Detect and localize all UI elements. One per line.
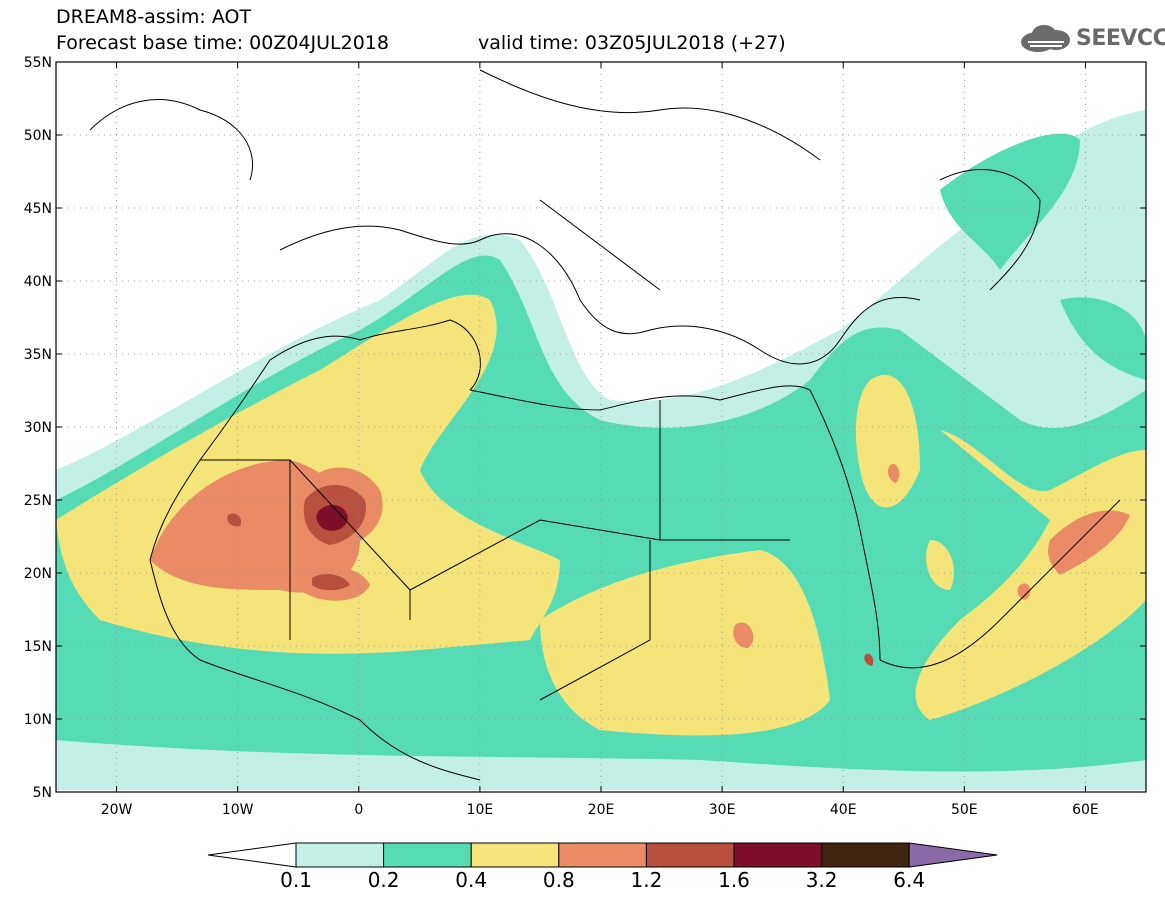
lat-tick-label: 50N xyxy=(24,128,52,144)
lat-tick-label: 20N xyxy=(24,566,52,582)
colorbar xyxy=(207,842,998,868)
lat-tick-label: 40N xyxy=(24,274,52,290)
colorbar-level-label: 6.4 xyxy=(893,868,926,892)
axis-ticks xyxy=(56,61,1146,793)
lat-tick-label: 25N xyxy=(24,493,52,509)
colorbar-segment xyxy=(558,842,647,868)
logo-text: SEEVCCC xyxy=(1076,26,1165,51)
colorbar-segment xyxy=(821,842,910,868)
colorbar-level-label: 3.2 xyxy=(805,868,838,892)
colorbar-over-arrow xyxy=(908,842,998,868)
colorbar-level-label: 1.6 xyxy=(718,868,750,892)
lon-tick-label: 10W xyxy=(222,802,254,818)
lon-tick-label: 30E xyxy=(709,802,736,818)
map-title: DREAM8-assim: AOT xyxy=(56,6,252,28)
colorbar-level-label: 1.2 xyxy=(630,868,663,892)
colorbar-segment xyxy=(645,842,735,868)
axis-labels: 55N 50N 45N 40N 35N 30N 25N 20N 15N 10N 5N 20W 10W 0 1… xyxy=(24,55,1099,818)
lon-tick-label: 10E xyxy=(467,802,494,818)
colorbar-segment xyxy=(733,842,823,868)
valid-time: valid time: 03Z05JUL2018 (+27) xyxy=(478,32,786,54)
lon-tick-label: 50E xyxy=(951,802,978,818)
cloud-icon xyxy=(1021,25,1070,52)
colorbar-level-label: 0.1 xyxy=(280,868,312,892)
lat-tick-label: 15N xyxy=(24,639,52,655)
coastlines xyxy=(89,69,1121,781)
lon-tick-label: 20W xyxy=(101,802,133,818)
lat-tick-label: 5N xyxy=(33,785,52,801)
colorbar-segment xyxy=(470,842,560,868)
lat-tick-label: 10N xyxy=(24,712,52,728)
lon-tick-label: 60E xyxy=(1072,802,1099,818)
lon-tick-label: 20E xyxy=(588,802,615,818)
forecast-base-time: Forecast base time: 00Z04JUL2018 xyxy=(56,32,389,54)
lat-tick-label: 45N xyxy=(24,201,52,217)
colorbar-level-label: 0.2 xyxy=(367,868,400,892)
lat-tick-label: 30N xyxy=(24,420,52,436)
colorbar-segment xyxy=(383,842,472,868)
colorbar-level-label: 0.8 xyxy=(542,868,575,892)
lat-tick-label: 35N xyxy=(24,347,52,363)
lon-tick-label: 40E xyxy=(830,802,857,818)
lon-tick-label: 0 xyxy=(354,802,363,818)
colorbar-level-label: 0.4 xyxy=(455,868,488,892)
colorbar-under-arrow xyxy=(207,842,297,868)
lat-tick-label: 55N xyxy=(24,55,52,71)
aot-field xyxy=(56,110,1146,790)
colorbar-segment xyxy=(295,842,385,868)
